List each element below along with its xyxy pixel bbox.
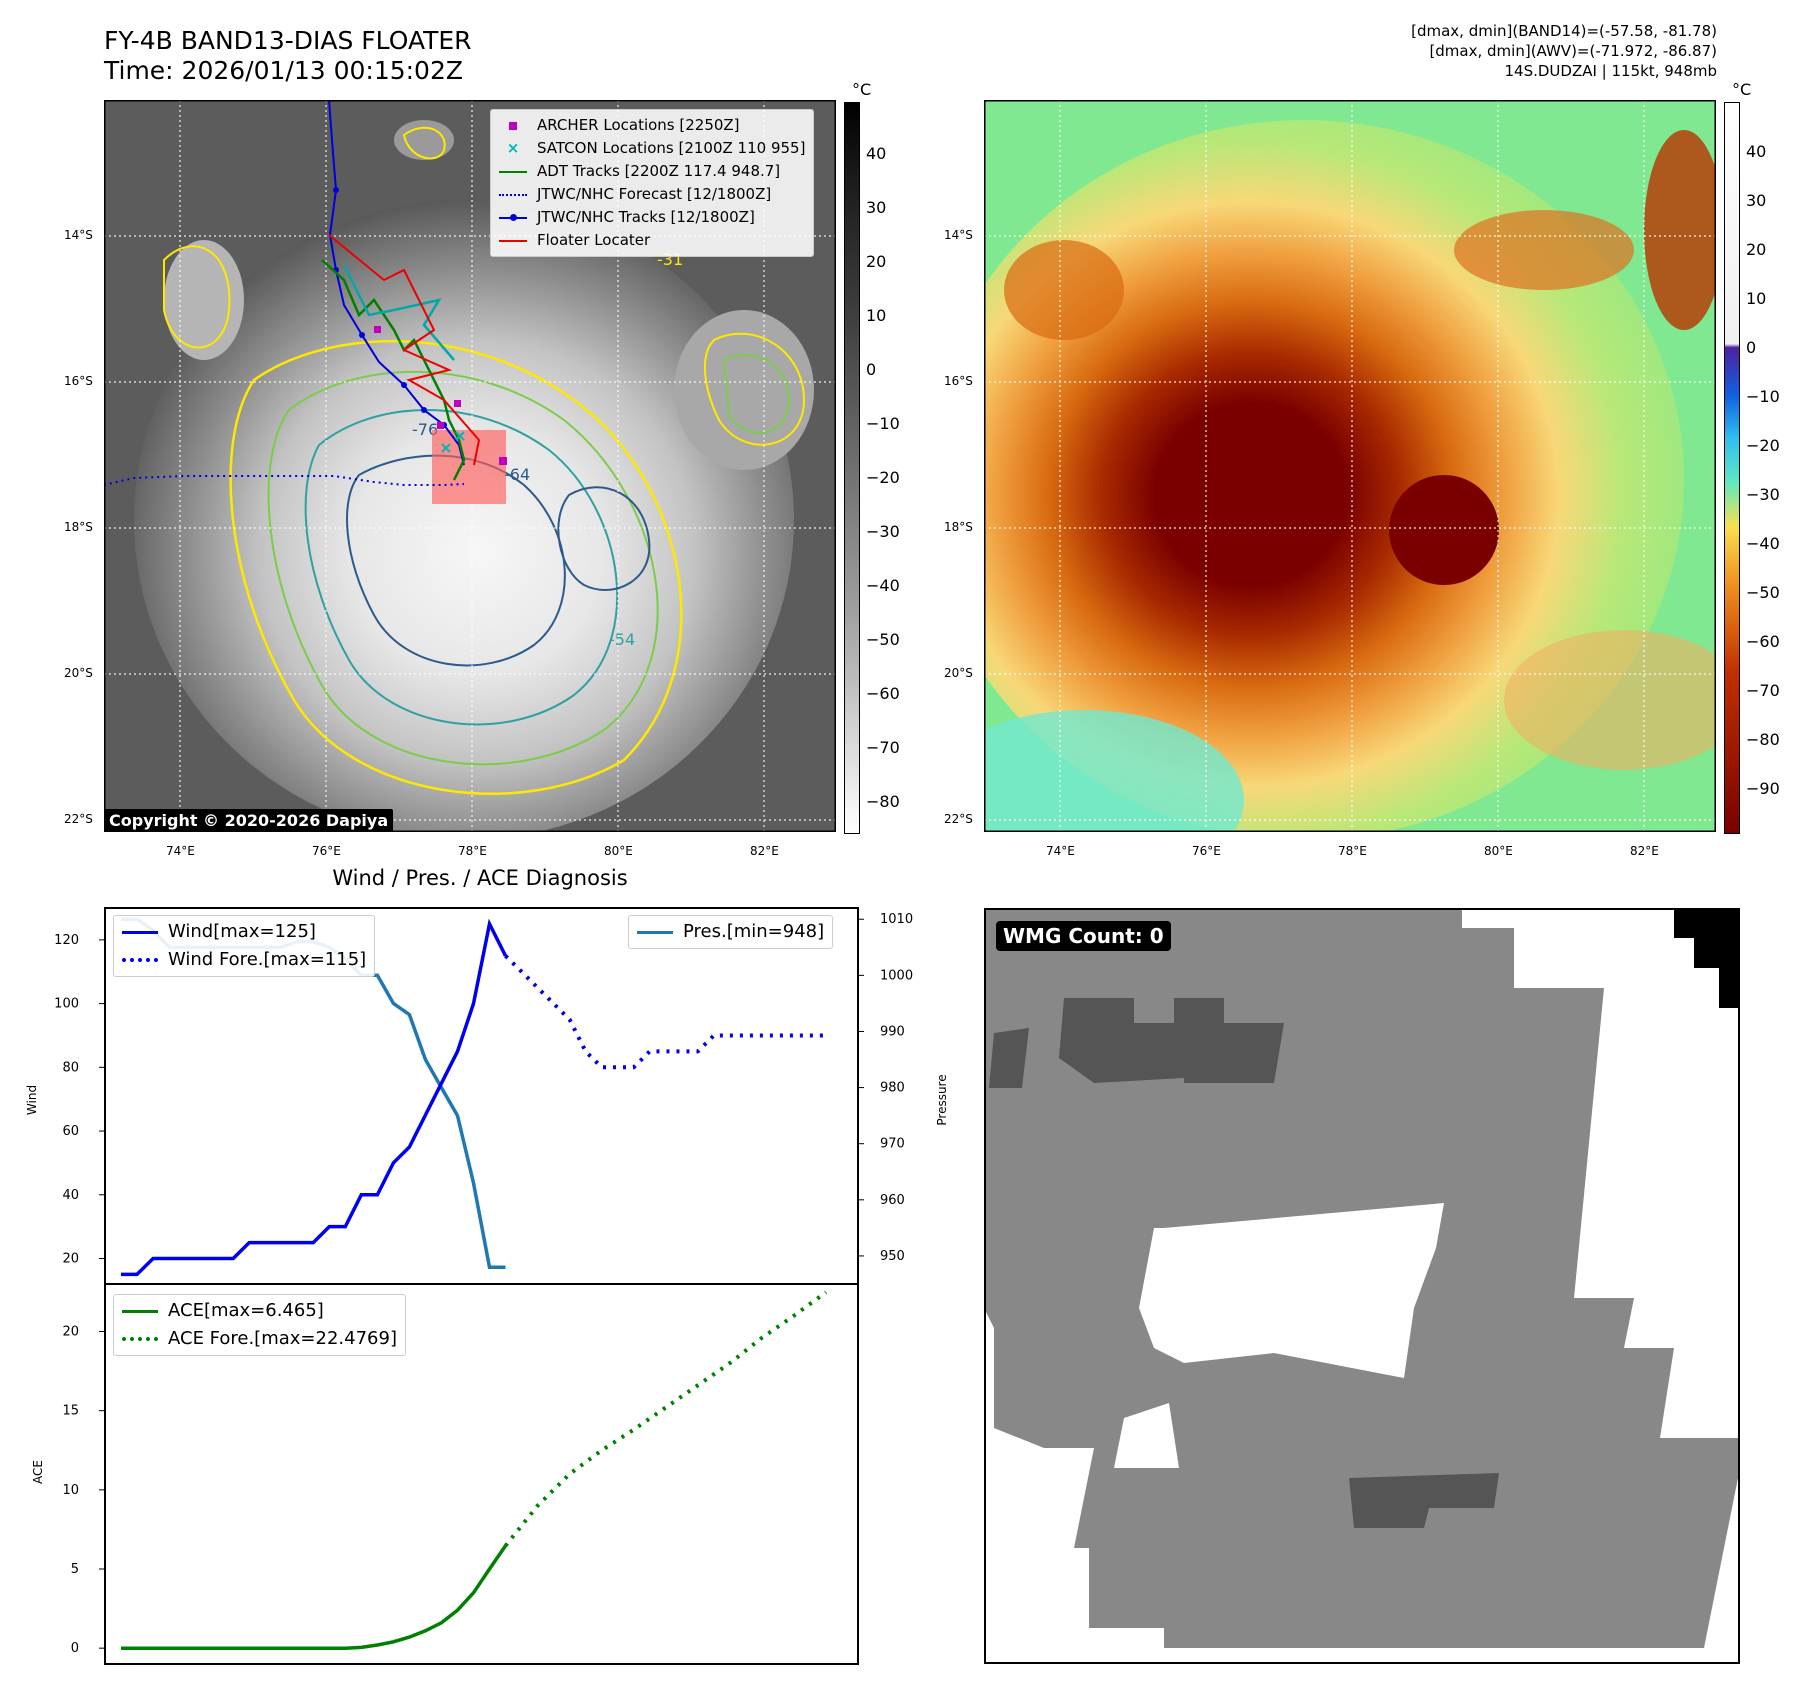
legend-satcon: × SATCON Locations [2100Z 110 955] bbox=[499, 137, 806, 160]
legend-floater: Floater Locater bbox=[499, 229, 805, 252]
tick-label: 10 bbox=[62, 1483, 79, 1498]
tick-label: 80 bbox=[62, 1060, 79, 1075]
diagnosis-title: Wind / Pres. / ACE Diagnosis bbox=[332, 866, 628, 890]
solid-line-icon bbox=[122, 1309, 158, 1313]
lon-label: 74°E bbox=[1046, 844, 1075, 858]
tick-label: 1000 bbox=[880, 968, 913, 983]
dotted-line-icon bbox=[122, 1337, 158, 1341]
wind-ylabel: Wind bbox=[25, 1085, 39, 1115]
lat-label: 16°S bbox=[64, 374, 93, 388]
tick-label: 40 bbox=[62, 1188, 79, 1203]
info-band14: [dmax, dmin](BAND14)=(-57.58, -81.78) bbox=[1411, 22, 1717, 40]
wmg-white-region bbox=[1114, 1403, 1179, 1468]
wmg-count-badge: WMG Count: 0 bbox=[996, 921, 1171, 951]
tick-label: 960 bbox=[880, 1193, 905, 1208]
colorbar-unit: °C bbox=[852, 80, 872, 99]
dotted-line-icon bbox=[499, 193, 527, 196]
ir-color-map bbox=[984, 100, 1716, 832]
tick-label: 20 bbox=[62, 1325, 79, 1340]
copyright-badge: Copyright © 2020-2026 Dapiya bbox=[104, 809, 394, 832]
wmg-white-region bbox=[1139, 1203, 1444, 1378]
tick-label: 15 bbox=[62, 1404, 79, 1419]
lon-label: 78°E bbox=[458, 844, 487, 858]
pressure-legend: Pres.[min=948] bbox=[628, 915, 834, 949]
lat-label: 14°S bbox=[64, 228, 93, 242]
ace-ylabel: ACE bbox=[31, 1460, 45, 1484]
wind-series-line bbox=[121, 918, 508, 1277]
ace-series-line bbox=[121, 1544, 507, 1650]
line-marker-icon bbox=[499, 239, 527, 242]
wind-forecast-series-line bbox=[504, 954, 826, 1070]
color-colorbar bbox=[1724, 102, 1740, 834]
x-marker-icon: × bbox=[506, 139, 520, 157]
tick-label: 20 bbox=[62, 1252, 79, 1267]
lon-label: 76°E bbox=[312, 844, 341, 858]
line-marker-icon bbox=[499, 170, 527, 173]
tick-label: 120 bbox=[54, 933, 79, 948]
tick-label: 980 bbox=[880, 1081, 905, 1096]
tick-label: 950 bbox=[880, 1249, 905, 1264]
lon-label: 76°E bbox=[1192, 844, 1221, 858]
solid-line-icon bbox=[637, 930, 673, 934]
tick-label: 970 bbox=[880, 1137, 905, 1152]
map-legend: ARCHER Locations [2250Z] × SATCON Locati… bbox=[490, 109, 815, 257]
tick-label: 1010 bbox=[880, 912, 913, 927]
info-storm: 14S.DUDZAI | 115kt, 948mb bbox=[1504, 62, 1717, 80]
tick-label: 990 bbox=[880, 1024, 905, 1039]
lat-label: 22°S bbox=[944, 812, 973, 826]
chart-time: Time: 2026/01/13 00:15:02Z bbox=[104, 56, 463, 85]
lat-label: 16°S bbox=[944, 374, 973, 388]
lat-label: 22°S bbox=[64, 812, 93, 826]
lat-label: 18°S bbox=[944, 520, 973, 534]
gray-colorbar bbox=[844, 102, 860, 834]
legend-archer: ARCHER Locations [2250Z] bbox=[499, 114, 805, 137]
chart-title: FY-4B BAND13-DIAS FLOATER bbox=[104, 26, 472, 55]
colorbar-unit: °C bbox=[1732, 80, 1752, 99]
wmg-black-region bbox=[1674, 908, 1740, 1008]
pressure-ylabel: Pressure bbox=[935, 1074, 949, 1125]
dotted-line-icon bbox=[122, 958, 158, 962]
solid-line-icon bbox=[122, 930, 158, 934]
lon-label: 80°E bbox=[604, 844, 633, 858]
wmg-dark-region bbox=[1349, 1473, 1499, 1528]
square-marker-icon bbox=[509, 121, 517, 130]
lon-label: 82°E bbox=[750, 844, 779, 858]
legend-jtwc-tracks: JTWC/NHC Tracks [12/1800Z] bbox=[499, 206, 805, 229]
wind-legend: Wind[max=125] Wind Fore.[max=115] bbox=[113, 915, 376, 977]
contour-label: -54 bbox=[609, 630, 635, 649]
lat-label: 18°S bbox=[64, 520, 93, 534]
contour-label: -64 bbox=[504, 465, 530, 484]
lon-label: 74°E bbox=[166, 844, 195, 858]
wmg-dark-region bbox=[1059, 998, 1284, 1083]
lon-label: 78°E bbox=[1338, 844, 1367, 858]
tick-label: 100 bbox=[54, 997, 79, 1012]
lon-label: 80°E bbox=[1484, 844, 1513, 858]
lon-label: 82°E bbox=[1630, 844, 1659, 858]
line-dot-marker-icon bbox=[499, 213, 527, 221]
tick-label: 60 bbox=[62, 1124, 79, 1139]
wmg-panel bbox=[984, 908, 1740, 1664]
wmg-dark-region bbox=[989, 1028, 1029, 1088]
lat-label: 14°S bbox=[944, 228, 973, 242]
legend-adt: ADT Tracks [2200Z 117.4 948.7] bbox=[499, 160, 805, 183]
lat-label: 20°S bbox=[944, 666, 973, 680]
ace-legend: ACE[max=6.465] ACE Fore.[max=22.4769] bbox=[113, 1294, 406, 1356]
legend-jtwc-forecast: JTWC/NHC Forecast [12/1800Z] bbox=[499, 183, 805, 206]
info-awv: [dmax, dmin](AWV)=(-71.972, -86.87) bbox=[1429, 42, 1717, 60]
ace-forecast-series-line bbox=[503, 1290, 828, 1548]
tick-label: 0 bbox=[71, 1641, 79, 1656]
tick-label: 5 bbox=[71, 1562, 79, 1577]
contour-label: -76 bbox=[412, 420, 438, 439]
lat-label: 20°S bbox=[64, 666, 93, 680]
